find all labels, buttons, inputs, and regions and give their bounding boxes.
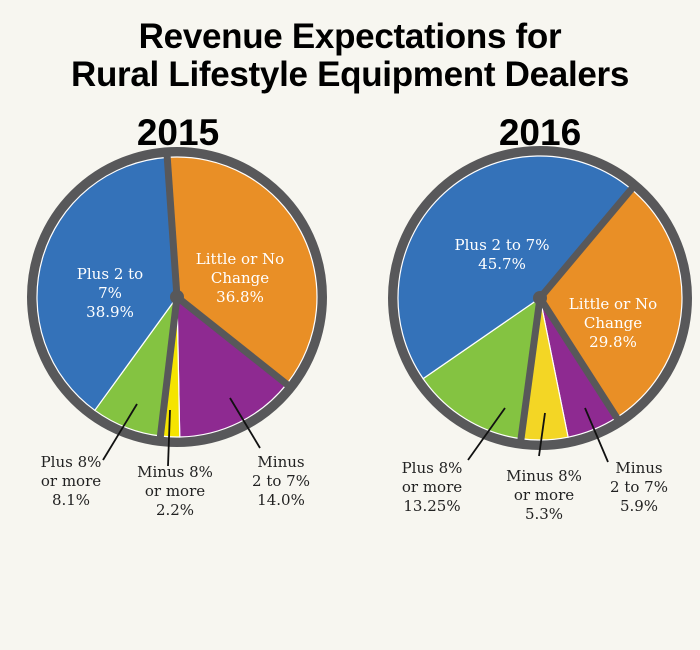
leader-line-plus8: [102, 403, 138, 461]
slice-label-line: Minus 8%: [137, 463, 213, 481]
pie-slice-plus27: [36, 156, 178, 412]
pie-slice-plus27: [397, 155, 633, 380]
slice-label-line: 2.2%: [156, 501, 194, 519]
slice-label-line: or more: [41, 472, 101, 490]
leader-line-minus27: [229, 397, 261, 449]
slice-divider: [156, 296, 181, 439]
slice-label-plus8: Plus 8% or more 13.25%: [402, 459, 463, 515]
slice-label-line: Minus: [257, 453, 304, 471]
slice-label-line: 13.25%: [403, 497, 460, 515]
slice-label-line: Little or No: [569, 295, 657, 313]
pie-slice-little: [166, 156, 318, 385]
slice-label-line: Change: [584, 314, 642, 332]
slice-label-line: 38.9%: [86, 303, 134, 321]
slice-label-line: Little or No: [196, 250, 284, 268]
pie-chart-2015: Little or No Change 36.8% Minus 2 to 7% 14.0%…: [27, 147, 327, 519]
slice-divider: [174, 294, 291, 389]
slice-label-line: Plus 8%: [402, 459, 463, 477]
pie-center-hub: [533, 291, 547, 305]
leader-line-plus8: [467, 407, 506, 461]
slice-label-line: 29.8%: [589, 333, 637, 351]
pie-border: [27, 147, 327, 447]
slice-label-line: or more: [514, 486, 574, 504]
slice-divider: [517, 297, 544, 442]
leader-line-minus27: [584, 407, 609, 463]
slice-label-line: 2 to 7%: [610, 478, 668, 496]
slice-label-line: 45.7%: [478, 255, 526, 273]
slice-label-line: 7%: [98, 284, 122, 302]
slice-label-line: or more: [402, 478, 462, 496]
slice-label-plus27: Plus 2 to 7% 45.7%: [455, 236, 550, 273]
slice-label-line: 5.9%: [620, 497, 658, 515]
slice-label-line: Plus 8%: [41, 453, 102, 471]
chart-title: Revenue Expectations for Rural Lifestyle…: [0, 18, 700, 94]
slice-label-minus8: Minus 8% or more 5.3%: [506, 467, 582, 523]
slice-label-minus27: Minus 2 to 7% 14.0%: [252, 453, 310, 509]
slice-label-line: 36.8%: [216, 288, 264, 306]
slice-label-line: 14.0%: [257, 491, 305, 509]
chart-title-line-1: Revenue Expectations for: [138, 17, 562, 56]
pie-slice-little: [539, 188, 683, 419]
slice-label-line: Minus: [615, 459, 662, 477]
slice-label-line: 5.3%: [525, 505, 563, 523]
leader-line-minus8: [167, 409, 171, 467]
slice-divider: [537, 185, 636, 301]
slice-label-minus8: Minus 8% or more 2.2%: [137, 463, 213, 519]
slice-divider: [537, 296, 621, 422]
slice-label-minus27: Minus 2 to 7% 5.9%: [610, 459, 668, 515]
slice-label-line: 2 to 7%: [252, 472, 310, 490]
slice-label-plus8: Plus 8% or more 8.1%: [41, 453, 102, 509]
pie-slice-plus8: [422, 296, 541, 440]
slice-label-line: Plus 2 to 7%: [455, 236, 550, 254]
slice-label-line: Minus 8%: [506, 467, 582, 485]
pie-slice-minus27: [176, 295, 288, 438]
leader-line-minus8: [538, 412, 546, 457]
slice-label-plus27: Plus 2 to 7% 38.9%: [77, 265, 143, 321]
slice-label-little: Little or No Change 29.8%: [569, 295, 657, 351]
slice-label-line: or more: [145, 482, 205, 500]
pie-2015-title: 2015: [136, 112, 220, 153]
chart-title-line-2: Rural Lifestyle Equipment Dealers: [70, 55, 630, 94]
pie-center-hub: [170, 290, 184, 304]
slice-label-little: Little or No Change 36.8%: [196, 250, 284, 306]
pie-chart-2016: Little or No Change 29.8%Minus 2 to 7% 5.9%M…: [388, 146, 692, 523]
slice-label-line: 8.1%: [52, 491, 90, 509]
slice-label-line: Change: [211, 269, 269, 287]
slice-divider: [163, 155, 181, 298]
slice-label-line: Plus 2 to: [77, 265, 143, 283]
